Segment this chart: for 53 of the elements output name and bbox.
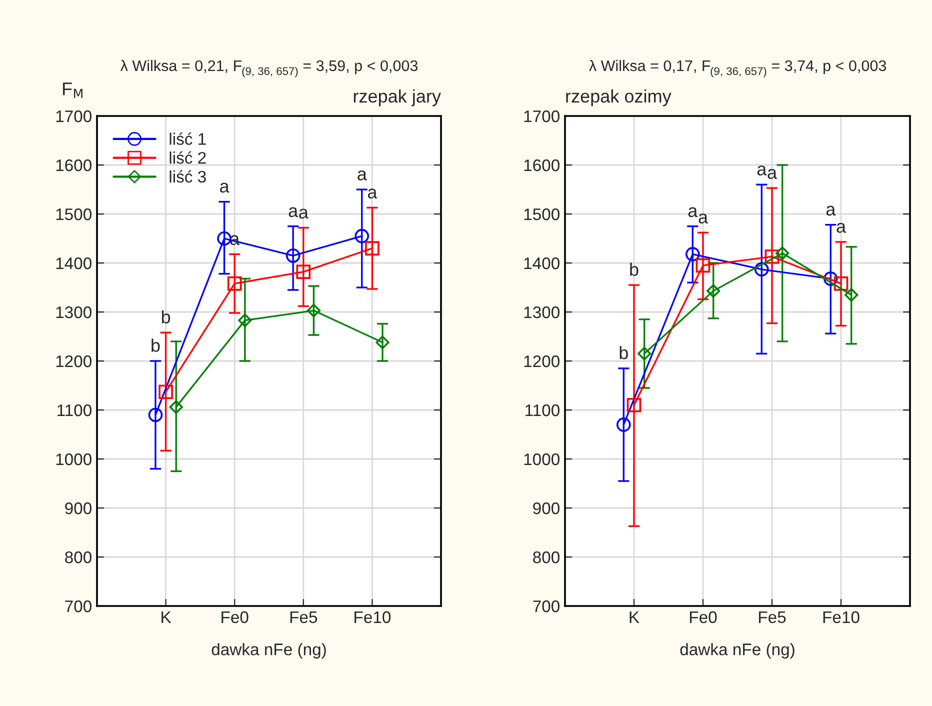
y-tick-label: 800 <box>65 551 92 564</box>
x-tick-label: Fe5 <box>759 611 786 624</box>
annotation: b <box>152 338 160 352</box>
chart-subtitle: rzepak ozimy <box>566 89 672 106</box>
x-tick-label: K <box>162 611 172 623</box>
legend-label: liść 2 <box>170 151 206 164</box>
y-tick-label: 1500 <box>56 208 92 220</box>
y-tick-label: 700 <box>533 600 560 612</box>
annotation: a <box>698 214 708 224</box>
annotation: a <box>299 208 308 219</box>
legend-label: liść 3 <box>170 170 206 183</box>
annotation: a <box>358 170 367 180</box>
y-tick-label: 1400 <box>524 257 560 270</box>
y-tick-label: 900 <box>65 502 92 514</box>
y-tick-label: 1200 <box>56 355 92 368</box>
y-tick-label: 1100 <box>58 404 92 416</box>
y-tick-label: 1700 <box>524 110 560 122</box>
annotation: a <box>757 166 767 176</box>
annotation: a <box>220 182 230 193</box>
y-tick-label: 700 <box>65 600 92 612</box>
annotation: a <box>768 169 778 179</box>
y-tick-label: 1300 <box>524 306 560 318</box>
annotation: a <box>826 206 836 216</box>
y-tick-label: 1600 <box>524 159 560 172</box>
annotation: b <box>630 262 638 276</box>
annotation: a <box>836 222 846 233</box>
annotation: a <box>288 207 298 218</box>
y-tick-label: 1100 <box>526 404 560 416</box>
x-tick-label: Fe10 <box>823 611 860 624</box>
chart-subtitle: rzepak jary <box>354 89 441 106</box>
y-tick-label: 800 <box>533 551 560 564</box>
x-tick-label: Fe0 <box>222 611 248 624</box>
y-tick-label: 1400 <box>56 257 92 270</box>
y-tick-label: 900 <box>533 502 560 514</box>
x-tick-label: K <box>630 611 640 623</box>
y-tick-label: 1200 <box>524 355 560 368</box>
y-tick-label: 1600 <box>56 159 92 172</box>
annotation: b <box>620 346 628 360</box>
annotation: b <box>162 310 170 324</box>
x-tick-label: Fe5 <box>290 611 318 624</box>
x-tick-label: Fe0 <box>690 611 717 624</box>
legend-label: liść 1 <box>170 132 206 145</box>
y-axis-title: F$_{M}$ <box>63 82 82 98</box>
annotation: a <box>368 188 378 199</box>
x-axis-title: dawka nFe (ng) <box>680 643 794 659</box>
x-tick-label: Fe10 <box>354 611 391 624</box>
annotation: a <box>688 207 698 218</box>
y-tick-label: 1500 <box>524 208 560 220</box>
x-axis-title: dawka nFe (ng) <box>212 643 326 659</box>
y-tick-label: 1700 <box>56 110 92 122</box>
y-tick-label: 1300 <box>56 306 92 318</box>
y-tick-label: 1000 <box>56 453 92 466</box>
y-tick-label: 1000 <box>524 453 560 466</box>
